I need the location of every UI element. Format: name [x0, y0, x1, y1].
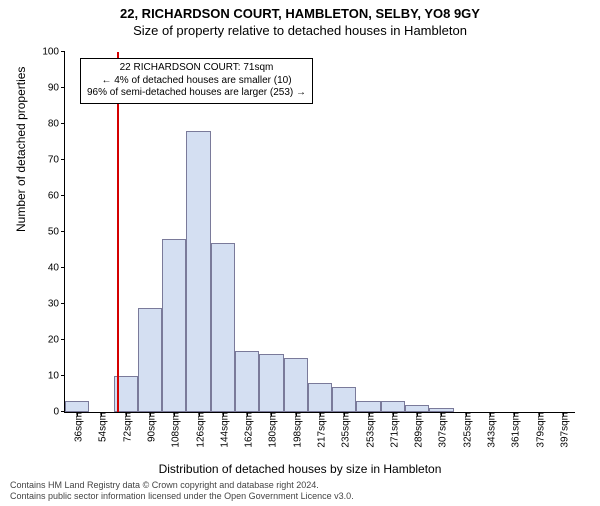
page-title-line1: 22, RICHARDSON COURT, HAMBLETON, SELBY, … — [0, 6, 600, 21]
histogram-bar — [211, 243, 235, 412]
x-tick-label: 198sqm — [288, 412, 303, 448]
x-tick-label: 379sqm — [531, 412, 546, 448]
x-tick-label: 361sqm — [507, 412, 522, 448]
x-tick-label: 126sqm — [191, 412, 206, 448]
annotation-line: ← 4% of detached houses are smaller (10) — [87, 75, 306, 88]
footer-line2: Contains public sector information licen… — [10, 491, 354, 502]
footer-attribution: Contains HM Land Registry data © Crown c… — [10, 480, 354, 502]
x-tick-label: 397sqm — [555, 412, 570, 448]
x-tick-label: 72sqm — [118, 412, 133, 442]
y-tick-mark — [61, 303, 65, 304]
y-tick-mark — [61, 267, 65, 268]
y-tick-label: 10 — [48, 371, 65, 382]
annotation-box: 22 RICHARDSON COURT: 71sqm← 4% of detach… — [80, 58, 313, 104]
x-tick-label: 36sqm — [70, 412, 85, 442]
y-tick-mark — [61, 195, 65, 196]
histogram-bar — [162, 239, 186, 412]
histogram-bar — [356, 401, 380, 412]
x-tick-label: 343sqm — [483, 412, 498, 448]
y-tick-label: 50 — [48, 227, 65, 238]
y-tick-label: 70 — [48, 155, 65, 166]
histogram-bar — [235, 351, 259, 412]
x-tick-label: 180sqm — [264, 412, 279, 448]
histogram-bar — [308, 383, 332, 412]
y-tick-label: 60 — [48, 191, 65, 202]
histogram-bar — [186, 131, 210, 412]
chart-plot-area: 010203040506070809010036sqm54sqm72sqm90s… — [64, 52, 575, 413]
histogram-bar — [332, 387, 356, 412]
y-tick-label: 40 — [48, 263, 65, 274]
x-tick-label: 90sqm — [143, 412, 158, 442]
x-tick-label: 235sqm — [337, 412, 352, 448]
x-tick-label: 54sqm — [94, 412, 109, 442]
y-tick-label: 90 — [48, 83, 65, 94]
y-tick-mark — [61, 231, 65, 232]
y-tick-mark — [61, 375, 65, 376]
histogram-bar — [405, 405, 429, 412]
x-tick-label: 325sqm — [458, 412, 473, 448]
y-axis-label: Number of detached properties — [14, 67, 28, 232]
histogram-bar — [259, 354, 283, 412]
y-tick-mark — [61, 51, 65, 52]
page-title-line2: Size of property relative to detached ho… — [0, 23, 600, 38]
y-tick-label: 0 — [53, 407, 65, 418]
y-tick-label: 20 — [48, 335, 65, 346]
x-tick-label: 144sqm — [215, 412, 230, 448]
histogram-bar — [381, 401, 405, 412]
x-tick-label: 307sqm — [434, 412, 449, 448]
histogram-bar — [284, 358, 308, 412]
y-tick-mark — [61, 339, 65, 340]
footer-line1: Contains HM Land Registry data © Crown c… — [10, 480, 354, 491]
x-tick-label: 217sqm — [313, 412, 328, 448]
histogram-bar — [138, 308, 162, 412]
reference-line — [117, 52, 119, 412]
histogram-bar — [65, 401, 89, 412]
annotation-line: 22 RICHARDSON COURT: 71sqm — [87, 62, 306, 75]
x-tick-label: 271sqm — [385, 412, 400, 448]
y-tick-mark — [61, 123, 65, 124]
x-tick-label: 289sqm — [410, 412, 425, 448]
x-tick-label: 162sqm — [240, 412, 255, 448]
x-axis-label: Distribution of detached houses by size … — [0, 462, 600, 476]
y-tick-label: 100 — [42, 47, 65, 58]
y-tick-label: 30 — [48, 299, 65, 310]
y-tick-mark — [61, 159, 65, 160]
x-tick-label: 108sqm — [167, 412, 182, 448]
y-tick-mark — [61, 87, 65, 88]
x-tick-label: 253sqm — [361, 412, 376, 448]
annotation-line: 96% of semi-detached houses are larger (… — [87, 87, 306, 100]
y-tick-label: 80 — [48, 119, 65, 130]
